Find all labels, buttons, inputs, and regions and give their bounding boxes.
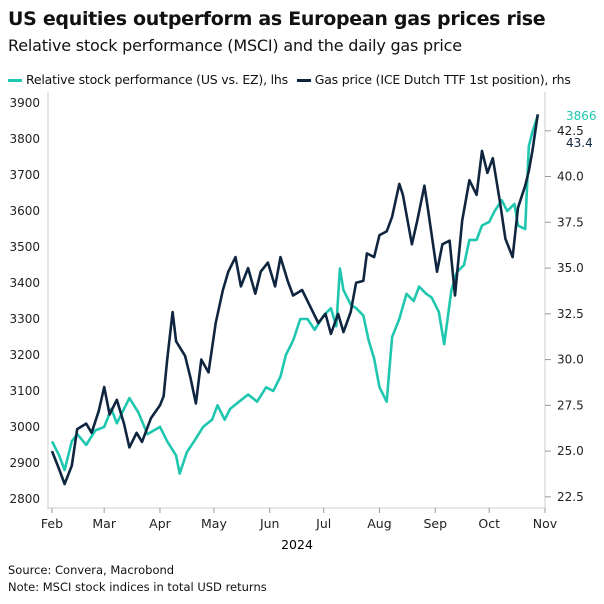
series-line-gas <box>50 114 540 486</box>
left-tick-label: 3700 <box>9 168 40 182</box>
x-tick-label: May <box>201 516 227 531</box>
legend-label-stocks: Relative stock performance (US vs. EZ), … <box>26 72 288 87</box>
last-value-label-gas: 43.4 <box>566 136 593 150</box>
left-tick-label: 3900 <box>9 96 40 110</box>
left-tick-label: 2900 <box>9 456 40 470</box>
right-tick-label: 40.0 <box>557 170 584 184</box>
left-tick-label: 3200 <box>9 348 40 362</box>
left-tick-label: 2800 <box>9 492 40 506</box>
legend-item-stocks: Relative stock performance (US vs. EZ), … <box>8 72 288 87</box>
left-tick-label: 3100 <box>9 384 40 398</box>
legend-swatch-stocks <box>8 79 22 82</box>
right-tick-label: 27.5 <box>557 398 584 412</box>
footer-note: Note: MSCI stock indices in total USD re… <box>8 580 267 594</box>
right-tick-label: 25.0 <box>557 444 584 458</box>
last-value-label-stocks: 3866 <box>566 109 597 123</box>
x-tick-label: Jul <box>315 516 331 531</box>
x-tick-label: Feb <box>41 516 63 531</box>
x-axis-label: 2024 <box>281 537 313 552</box>
x-tick-label: Apr <box>149 516 171 531</box>
left-tick-label: 3300 <box>9 312 40 326</box>
chart-title: US equities outperform as European gas p… <box>8 8 546 30</box>
x-tick-label: Sep <box>423 516 447 531</box>
left-tick-label: 3000 <box>9 420 40 434</box>
right-tick-label: 22.5 <box>557 490 584 504</box>
x-tick-label: Mar <box>92 516 116 531</box>
left-tick-label: 3400 <box>9 276 40 290</box>
left-tick-label: 3600 <box>9 204 40 218</box>
chart-subtitle: Relative stock performance (MSCI) and th… <box>8 36 462 55</box>
x-tick-label: Aug <box>367 516 391 531</box>
right-tick-label: 35.0 <box>557 261 584 275</box>
left-tick-label: 3800 <box>9 132 40 146</box>
legend: Relative stock performance (US vs. EZ), … <box>8 72 576 87</box>
legend-item-gas: Gas price (ICE Dutch TTF 1st position), … <box>296 72 571 87</box>
legend-label-gas: Gas price (ICE Dutch TTF 1st position), … <box>314 72 571 87</box>
right-tick-label: 32.5 <box>557 307 584 321</box>
x-tick-label: Nov <box>533 516 558 531</box>
right-tick-label: 37.5 <box>557 215 584 229</box>
footer-source: Source: Convera, Macrobond <box>8 563 175 577</box>
x-tick-label: Jun <box>259 516 280 531</box>
right-tick-label: 30.0 <box>557 353 584 367</box>
left-tick-label: 3500 <box>9 240 40 254</box>
right-tick-label: 42.5 <box>557 124 584 138</box>
legend-swatch-gas <box>296 79 311 82</box>
x-tick-label: Oct <box>478 516 500 531</box>
